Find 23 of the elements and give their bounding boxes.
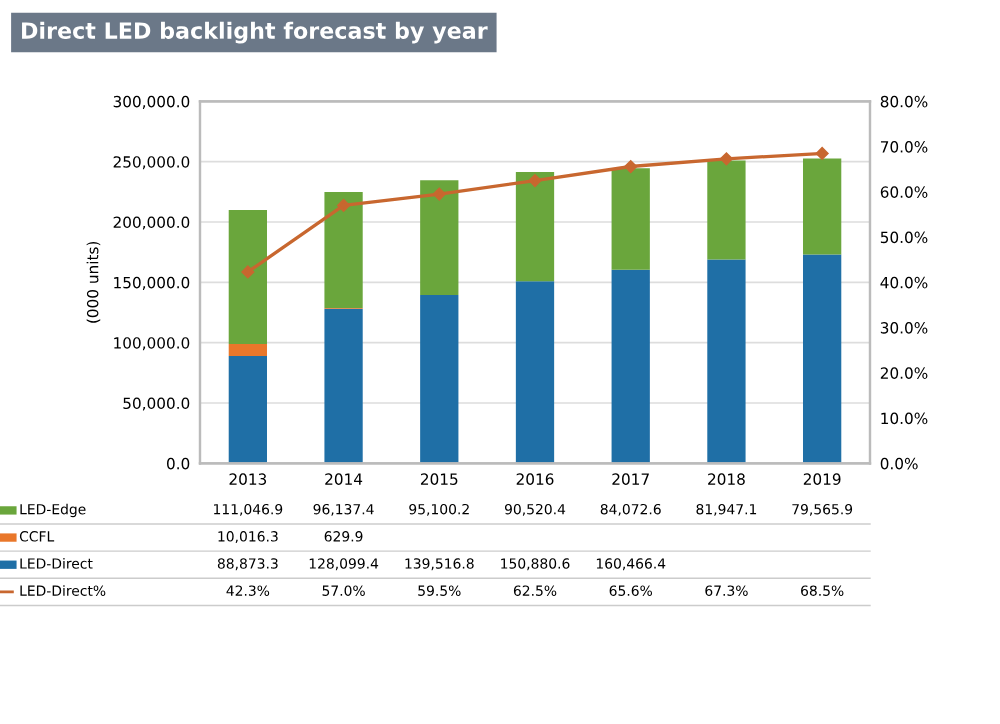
point	[720, 152, 733, 166]
bar	[707, 160, 746, 260]
bar	[803, 254, 842, 464]
bar	[228, 210, 267, 345]
bar	[228, 356, 267, 464]
bar	[420, 180, 459, 296]
bar	[515, 172, 555, 282]
bar	[324, 308, 363, 464]
point	[432, 187, 446, 201]
bar	[611, 269, 650, 464]
point	[624, 160, 638, 173]
point	[337, 199, 350, 212]
point	[528, 174, 542, 187]
bar	[611, 168, 650, 270]
point	[815, 147, 829, 160]
chart-title: Direct LED backlight forecast by year	[22, 21, 488, 44]
bar	[420, 295, 459, 464]
bar	[515, 281, 555, 464]
bar	[324, 192, 363, 309]
bar	[803, 158, 842, 255]
bar	[228, 344, 267, 357]
point	[241, 265, 255, 279]
bar	[707, 259, 746, 464]
